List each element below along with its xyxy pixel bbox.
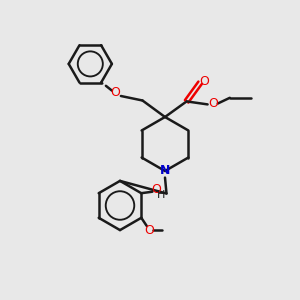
Text: O: O — [200, 75, 209, 88]
Text: O: O — [151, 183, 160, 196]
Text: O: O — [208, 97, 218, 110]
Text: N: N — [160, 164, 170, 178]
Text: O: O — [144, 224, 154, 237]
Text: O: O — [111, 86, 120, 99]
Text: H: H — [157, 190, 165, 200]
